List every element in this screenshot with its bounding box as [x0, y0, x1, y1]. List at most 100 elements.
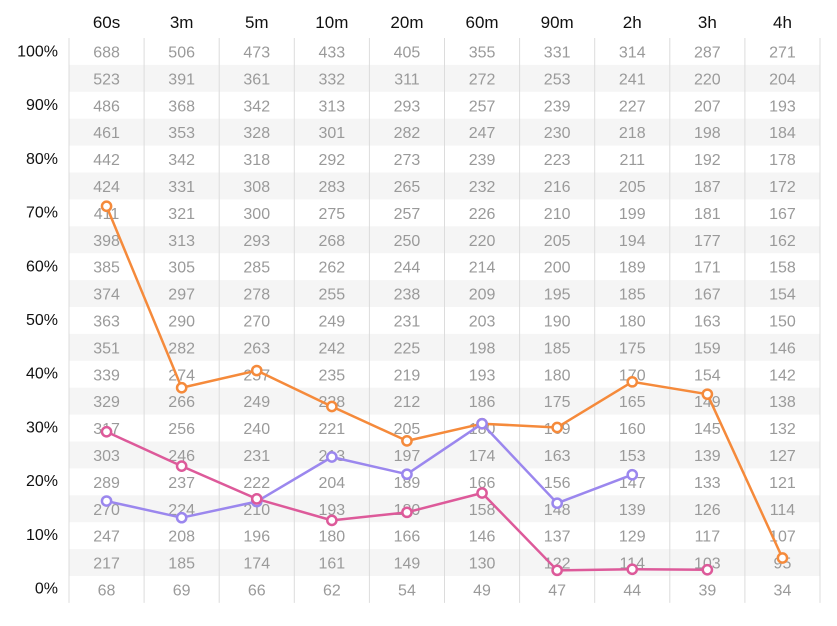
table-cell: 199: [619, 206, 646, 223]
table-cell: 301: [318, 125, 345, 142]
table-cell: 181: [694, 206, 721, 223]
table-cell: 262: [318, 260, 345, 277]
table-cell: 237: [168, 475, 195, 492]
table-cell: 232: [469, 179, 496, 196]
table-cell: 442: [93, 152, 120, 169]
table-cell: 187: [694, 179, 721, 196]
table-cell: 433: [318, 44, 345, 61]
y-tick-label: 60%: [26, 258, 58, 275]
table-cell: 162: [769, 233, 796, 250]
table-cell: 132: [769, 421, 796, 438]
table-cell: 194: [619, 233, 646, 250]
y-tick-label: 90%: [26, 97, 58, 114]
table-cell: 198: [469, 340, 496, 357]
table-cell: 222: [243, 475, 270, 492]
table-cell: 197: [394, 448, 421, 465]
table-cell: 68: [98, 582, 116, 599]
table-cell: 361: [243, 71, 270, 88]
table-cell: 193: [318, 502, 345, 519]
series-point: [175, 381, 188, 394]
table-cell: 205: [619, 179, 646, 196]
series-point: [551, 497, 564, 510]
table-cell: 142: [769, 367, 796, 384]
series-point: [326, 400, 338, 413]
table-cell: 473: [243, 44, 270, 61]
y-tick-label: 70%: [26, 205, 58, 222]
table-cell: 147: [619, 475, 646, 492]
table-cell: 300: [243, 206, 270, 223]
y-tick-label: 100%: [17, 44, 58, 61]
column-headers: 60s 3m 5m 10m 20m 60m 90m 2h 3h 4h: [93, 13, 792, 32]
table-cell: 200: [544, 260, 571, 277]
table-cell: 163: [544, 448, 571, 465]
table-cell: 235: [318, 367, 345, 384]
table-cell: 138: [769, 394, 796, 411]
table-cell: 184: [769, 125, 796, 142]
table-cell: 150: [769, 313, 796, 330]
table-cell: 223: [544, 152, 571, 169]
table-cell: 247: [469, 125, 496, 142]
series-point: [401, 506, 413, 519]
y-tick-label: 10%: [26, 527, 58, 544]
table-cell: 255: [318, 287, 345, 304]
table-cell: 249: [243, 394, 270, 411]
y-tick-label: 80%: [26, 151, 58, 168]
table-cell: 275: [318, 206, 345, 223]
table-cell: 189: [394, 475, 421, 492]
table-cell: 313: [318, 98, 345, 115]
table-cell: 385: [93, 260, 120, 277]
table-cell: 355: [469, 44, 496, 61]
table-cell: 160: [619, 421, 646, 438]
column-header: 10m: [315, 13, 348, 32]
table-cell: 424: [93, 179, 120, 196]
table-cell: 292: [318, 152, 345, 169]
series-point: [326, 451, 338, 463]
table-cell: 313: [168, 233, 195, 250]
table-cell: 178: [769, 152, 796, 169]
table-cell: 227: [619, 98, 646, 115]
table-cell: 285: [243, 260, 270, 277]
table-cell: 461: [93, 125, 120, 142]
table-cell: 238: [394, 287, 421, 304]
table-cell: 203: [469, 313, 496, 330]
y-tick-label: 30%: [26, 419, 58, 436]
table-cell: 270: [243, 313, 270, 330]
table-cell: 34: [774, 582, 792, 599]
column-gridlines: [68, 38, 821, 603]
table-cell: 177: [694, 233, 721, 250]
series-point: [401, 468, 413, 481]
table-cell: 353: [168, 125, 195, 142]
table-cell: 688: [93, 44, 120, 61]
table-cell: 204: [318, 475, 345, 492]
table-cell: 190: [544, 313, 571, 330]
y-tick-label: 50%: [26, 312, 58, 329]
table-cell: 153: [619, 448, 646, 465]
table-cell: 195: [544, 287, 571, 304]
table-cell: 342: [243, 98, 270, 115]
table-cell: 180: [318, 529, 345, 546]
table-cell: 523: [93, 71, 120, 88]
table-cell: 69: [173, 582, 191, 599]
table-cell: 266: [168, 394, 195, 411]
y-tick-label: 0%: [35, 581, 58, 598]
table-cell: 363: [93, 313, 120, 330]
table-cell: 247: [93, 529, 120, 546]
series-point: [250, 493, 263, 505]
table-cell: 368: [168, 98, 195, 115]
table-cell: 170: [619, 367, 646, 384]
table-cell: 121: [769, 475, 796, 492]
table-cell: 249: [318, 313, 345, 330]
series-point: [626, 375, 639, 388]
table-cell: 208: [168, 529, 195, 546]
table-cell: 44: [623, 582, 641, 599]
table-cell: 210: [243, 502, 270, 519]
series-point: [100, 495, 113, 507]
series-point: [476, 417, 488, 430]
table-cell: 331: [168, 179, 195, 196]
table-cell: 293: [394, 98, 421, 115]
column-header: 5m: [245, 13, 269, 32]
table-cell: 250: [394, 233, 421, 250]
series-point: [551, 421, 564, 434]
table-cell: 166: [394, 529, 421, 546]
